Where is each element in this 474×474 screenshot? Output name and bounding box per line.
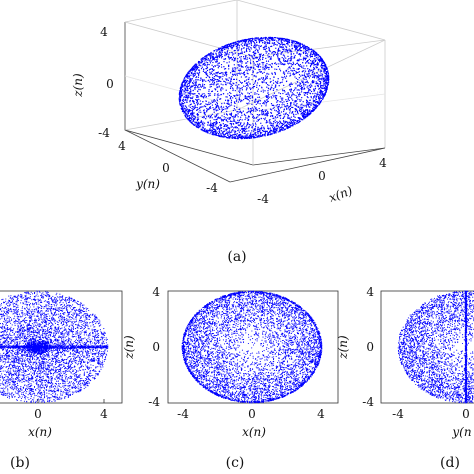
panel-a-xtick-neg4: -4 xyxy=(257,192,269,206)
panel-a-box xyxy=(124,0,386,183)
panel-a-ztick-neg4: -4 xyxy=(98,126,110,140)
panel-d-ytick-4: 4 xyxy=(366,285,374,299)
panel-d-point-cloud xyxy=(397,290,474,404)
panel-b-point-cloud xyxy=(0,290,109,404)
panel-d-frame xyxy=(380,290,474,404)
panel-b-xlabel: x(n) xyxy=(28,425,52,439)
panel-b-xtick-0: 0 xyxy=(34,407,42,421)
panel-d-points xyxy=(397,290,474,404)
panel-b-xtick-4: 4 xyxy=(100,407,108,421)
panel-a-point-cloud xyxy=(178,36,330,140)
panel-b-caption: (b) xyxy=(10,455,30,471)
panel-c-points xyxy=(181,290,323,404)
panel-a-points xyxy=(178,36,330,140)
panel-b-points xyxy=(0,290,109,404)
panel-a-caption: (a) xyxy=(227,249,246,265)
panel-d: 4 0 -4 z(n) -4 0 y(n (d) xyxy=(336,285,474,471)
panel-a-xtick-0: 0 xyxy=(318,169,326,183)
panel-c-xlabel: x(n) xyxy=(242,425,266,439)
panel-a-ytick-4: 4 xyxy=(118,139,126,153)
panel-a: 4 0 -4 z(n) 4 0 -4 y(n) -4 0 4 x(n) (a) xyxy=(71,0,387,265)
panel-b: 0 4 x(n) (b) xyxy=(0,290,123,471)
panel-d-xtick-neg4: -4 xyxy=(392,407,404,421)
panel-c: 4 0 -4 z(n) -4 0 4 x(n) (c) xyxy=(122,285,339,471)
panel-a-xtick-4: 4 xyxy=(379,156,387,170)
panel-a-ylabel: y(n) xyxy=(135,177,160,191)
panel-b-frame xyxy=(0,290,123,404)
panel-a-ztick-4: 4 xyxy=(100,25,108,39)
panel-d-xtick-0: 0 xyxy=(462,407,470,421)
panel-c-ytick-0: 0 xyxy=(152,340,160,354)
panel-d-ylabel: z(n) xyxy=(336,335,350,360)
panel-c-ytick-neg4: -4 xyxy=(148,395,160,409)
panel-c-point-cloud xyxy=(181,290,323,404)
panel-d-xlabel: y(n xyxy=(451,425,471,439)
panel-a-zlabel: z(n) xyxy=(71,73,85,98)
panel-c-xtick-4: 4 xyxy=(317,407,325,421)
panel-d-caption: (d) xyxy=(440,455,460,471)
panel-d-ytick-0: 0 xyxy=(366,340,374,354)
panel-a-ytick-0: 0 xyxy=(162,161,170,175)
panel-c-xtick-0: 0 xyxy=(248,407,256,421)
panel-c-ylabel: z(n) xyxy=(122,335,136,360)
panel-d-ytick-neg4: -4 xyxy=(362,395,374,409)
panel-a-ztick-0: 0 xyxy=(106,77,114,91)
panel-a-ytick-neg4: -4 xyxy=(206,181,218,195)
panel-a-xlabel: x(n) xyxy=(327,183,355,204)
panel-c-caption: (c) xyxy=(226,455,245,471)
panel-c-ytick-4: 4 xyxy=(152,285,160,299)
panel-c-xtick-neg4: -4 xyxy=(177,407,189,421)
